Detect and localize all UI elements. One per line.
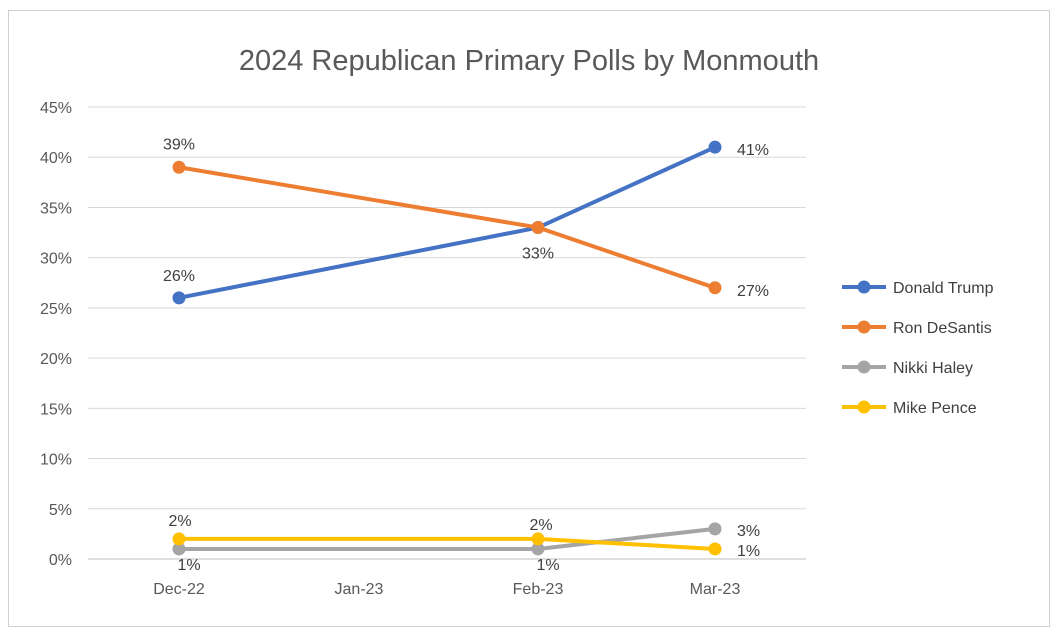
data-label: 39% — [163, 136, 195, 153]
y-tick-label: 40% — [40, 150, 72, 167]
data-label: 3% — [737, 523, 760, 540]
y-tick-label: 25% — [40, 301, 72, 318]
data-label: 1% — [536, 557, 559, 574]
y-tick-label: 30% — [40, 251, 72, 268]
y-tick-label: 20% — [40, 351, 72, 368]
gridlines — [88, 106, 806, 560]
legend-marker-nikki-haley — [857, 360, 871, 374]
chart-frame — [8, 10, 1050, 627]
y-tick-label: 35% — [40, 200, 72, 217]
data-point-nikki-haley — [708, 522, 722, 536]
legend-label-ron-desantis: Ron DeSantis — [893, 320, 992, 337]
data-point-mike-pence — [531, 532, 545, 546]
data-point-donald-trump — [172, 291, 186, 305]
data-label: 26% — [163, 268, 195, 285]
y-axis-ticks: 0% 5% 10% 15% 20% 25% 30% 35% 40% 45% — [40, 100, 72, 569]
data-point-mike-pence — [172, 532, 186, 546]
legend-label-mike-pence: Mike Pence — [893, 400, 977, 417]
data-point-ron-desantis — [172, 160, 186, 174]
data-point-nikki-haley — [531, 542, 545, 556]
x-tick-label: Dec-22 — [153, 581, 205, 598]
data-labels: 26% 41% 39% 33% 27% 1% 1% 3% 2% 2% 1% — [163, 136, 769, 574]
data-label: 1% — [737, 543, 760, 560]
legend: Donald Trump Ron DeSantis Nikki Haley Mike … — [842, 280, 994, 417]
data-point-ron-desantis — [708, 281, 722, 295]
x-axis-ticks: Dec-22 Jan-23 Feb-23 Mar-23 — [153, 581, 740, 598]
x-tick-label: Jan-23 — [335, 581, 384, 598]
data-label: 2% — [529, 517, 552, 534]
x-tick-label: Feb-23 — [513, 581, 564, 598]
y-tick-label: 5% — [49, 502, 72, 519]
data-label: 33% — [522, 246, 554, 263]
data-label: 2% — [168, 513, 191, 530]
data-point-donald-trump — [708, 140, 722, 154]
data-point-mike-pence — [708, 542, 722, 556]
series-line-donald-trump — [177, 145, 717, 300]
chart-title: 2024 Republican Primary Polls by Monmout… — [239, 45, 819, 77]
data-label: 27% — [737, 283, 769, 300]
data-point-ron-desantis — [531, 221, 545, 235]
series-lines — [172, 140, 722, 556]
data-point-nikki-haley — [172, 542, 186, 556]
data-label: 1% — [177, 557, 200, 574]
y-tick-label: 15% — [40, 401, 72, 418]
legend-label-donald-trump: Donald Trump — [893, 280, 994, 297]
legend-marker-donald-trump — [857, 280, 871, 294]
legend-label-nikki-haley: Nikki Haley — [893, 360, 973, 377]
legend-marker-ron-desantis — [857, 320, 871, 334]
y-tick-label: 45% — [40, 100, 72, 117]
x-tick-label: Mar-23 — [690, 581, 741, 598]
y-tick-label: 0% — [49, 552, 72, 569]
data-label: 41% — [737, 142, 769, 159]
legend-marker-mike-pence — [857, 400, 871, 414]
y-tick-label: 10% — [40, 452, 72, 469]
